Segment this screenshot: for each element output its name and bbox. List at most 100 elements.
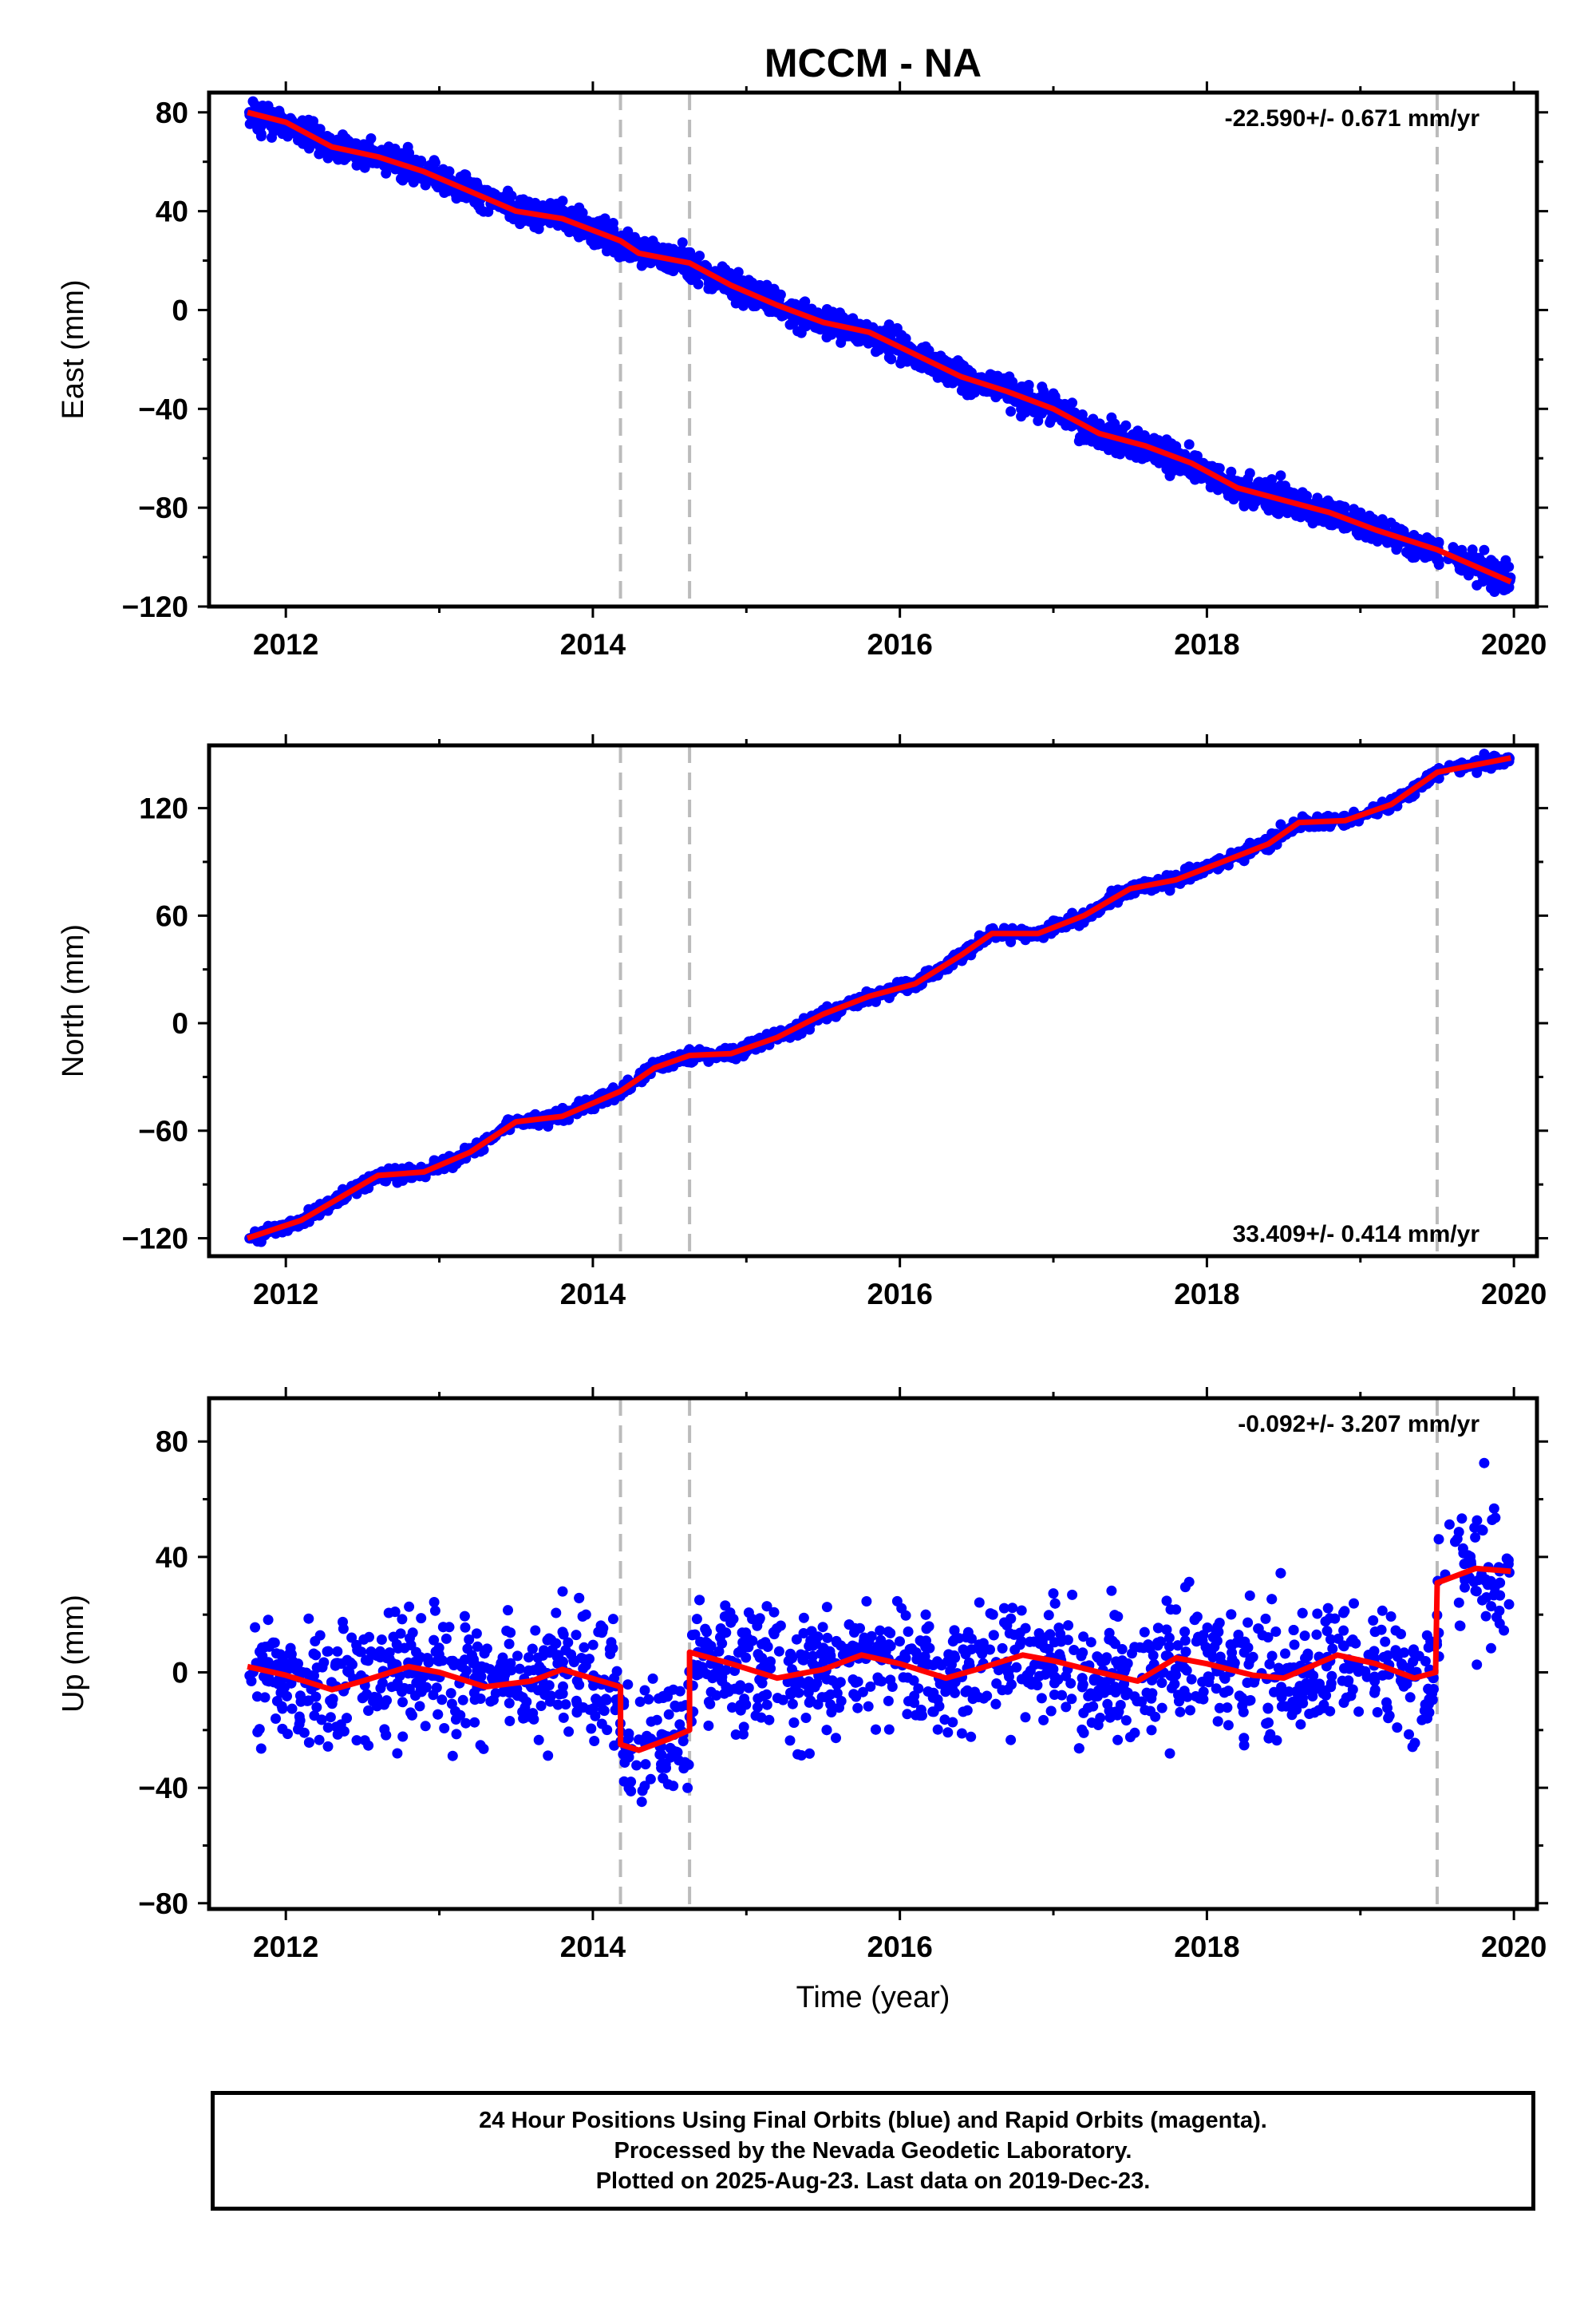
data-point: [816, 322, 828, 334]
data-point: [351, 160, 362, 171]
data-point: [1005, 936, 1017, 947]
data-point: [1262, 481, 1274, 492]
data-point: [1020, 407, 1031, 418]
data-point: [609, 247, 620, 258]
observation-points-up: [244, 1457, 1515, 1808]
data-point: [1404, 548, 1414, 559]
x-tick-label: 2016: [867, 1278, 933, 1310]
data-point: [1349, 504, 1359, 515]
data-point: [1479, 749, 1490, 760]
data-point: [451, 193, 462, 204]
data-point: [1183, 439, 1195, 450]
data-point: [574, 202, 585, 213]
y-tick-label: −120: [122, 1223, 188, 1255]
y-tick-label: 120: [139, 792, 188, 825]
data-point: [1479, 544, 1490, 555]
data-point: [871, 346, 881, 358]
y-tick-label: 0: [172, 1007, 188, 1040]
data-point: [332, 153, 343, 164]
y-tick-label: −60: [138, 1115, 188, 1148]
data-point: [578, 228, 589, 239]
data-point: [668, 243, 679, 255]
data-point: [607, 224, 618, 235]
rate-annotation-east: -22.590+/- 0.671 mm/yr: [1225, 105, 1480, 132]
chart-title: MCCM - NA: [764, 41, 982, 85]
data-point: [1297, 487, 1308, 498]
observation-points-east: [244, 96, 1516, 597]
x-tick-label: 2020: [1481, 628, 1547, 661]
data-point: [420, 180, 431, 191]
data-point: [1139, 430, 1150, 441]
data-point: [1289, 491, 1300, 502]
data-point: [966, 367, 977, 378]
model-line-east: [247, 109, 1512, 585]
data-point: [405, 155, 415, 166]
data-point: [1353, 530, 1365, 541]
plot-area-east: [244, 93, 1516, 607]
data-point: [985, 369, 996, 380]
data-point: [676, 250, 687, 261]
data-point: [322, 148, 334, 160]
data-point: [1503, 561, 1515, 572]
data-point: [1005, 378, 1017, 389]
x-tick-label: 2014: [560, 1278, 626, 1310]
data-point: [552, 220, 563, 231]
plot-area-up: [244, 1398, 1515, 1909]
data-point: [1494, 579, 1505, 590]
data-point: [1390, 521, 1401, 532]
y-tick-label: 40: [156, 196, 188, 228]
data-point: [1164, 470, 1175, 481]
data-point: [433, 182, 444, 193]
plot-area-north: [244, 745, 1515, 1256]
data-point: [1275, 470, 1286, 481]
x-tick-label: 2012: [253, 628, 318, 661]
plot-frame-north: [207, 743, 1539, 1259]
data-point: [1082, 431, 1093, 442]
x-tick-label: 2014: [560, 628, 626, 661]
x-tick-label: 2020: [1481, 1278, 1547, 1310]
data-point: [1182, 464, 1193, 476]
data-point: [891, 977, 903, 988]
data-point: [720, 264, 731, 275]
data-point: [1152, 436, 1163, 447]
data-point: [1005, 406, 1017, 417]
data-point: [1235, 476, 1246, 488]
data-point: [1452, 546, 1463, 557]
data-point: [1490, 559, 1501, 571]
data-point: [444, 166, 455, 177]
plot-panels: 2012 2014 2016 2018 202080400−40−80−120East …: [57, 81, 1548, 1963]
data-point: [298, 138, 310, 149]
data-point: [911, 360, 922, 371]
data-point: [303, 114, 314, 125]
panel-east: 2012 2014 2016 2018 202080400−40−80−120East …: [57, 81, 1548, 661]
data-point: [397, 175, 409, 186]
y-tick-label: −40: [138, 393, 188, 425]
data-point: [1420, 547, 1431, 558]
data-point: [1120, 420, 1132, 431]
data-point: [478, 206, 489, 217]
data-point: [863, 338, 874, 349]
data-point: [677, 237, 688, 248]
data-point: [730, 298, 741, 309]
data-point: [381, 168, 392, 179]
data-point: [637, 258, 648, 269]
data-point: [359, 162, 370, 173]
rate-annotation-north: 33.409+/- 0.414 mm/yr: [1233, 1221, 1480, 1247]
data-point: [1368, 514, 1379, 525]
x-tick-label: 2012: [253, 1278, 318, 1310]
data-point: [1311, 497, 1322, 508]
data-point: [678, 264, 689, 275]
data-point: [1164, 885, 1175, 896]
data-point: [1078, 917, 1089, 928]
data-point: [1129, 449, 1140, 460]
data-point: [1067, 397, 1078, 409]
data-point: [383, 141, 394, 152]
data-point: [1472, 579, 1483, 591]
x-tick-label: 2018: [1174, 628, 1239, 661]
data-point: [1238, 856, 1250, 867]
data-point: [338, 129, 348, 140]
data-point: [750, 301, 761, 311]
data-point: [688, 273, 699, 284]
